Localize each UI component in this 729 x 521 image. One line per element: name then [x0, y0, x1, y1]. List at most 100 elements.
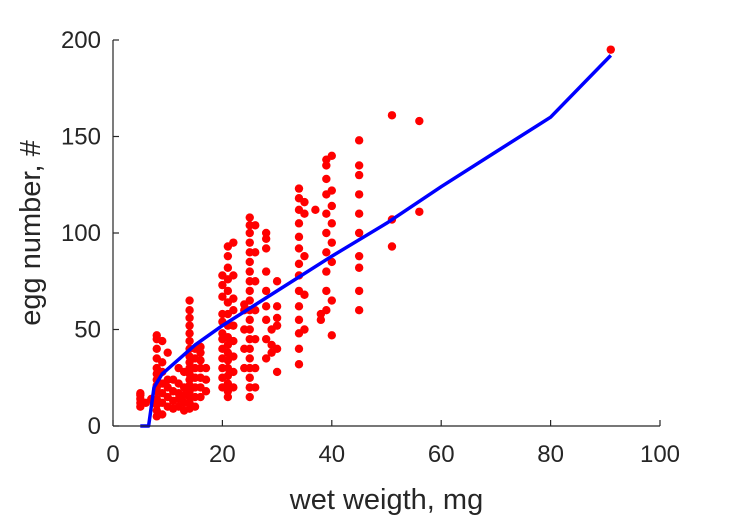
data-point: [223, 251, 233, 261]
data-point: [163, 348, 172, 357]
data-point: [294, 184, 304, 193]
data-point: [201, 387, 211, 396]
data-point: [261, 286, 271, 296]
data-point: [261, 302, 271, 311]
y-tick-label: 200: [61, 27, 101, 54]
data-point: [322, 267, 331, 276]
data-point: [322, 209, 331, 218]
data-point: [272, 344, 282, 353]
data-point: [316, 315, 326, 325]
data-point: [272, 313, 282, 323]
data-point: [185, 329, 194, 338]
data-point: [294, 219, 304, 228]
data-point: [185, 313, 194, 323]
data-point: [272, 321, 282, 330]
data-point: [223, 263, 233, 272]
data-point: [229, 352, 238, 361]
data-point: [185, 336, 194, 346]
data-point: [196, 342, 205, 352]
data-point: [245, 392, 254, 402]
data-point: [327, 296, 336, 305]
data-point: [294, 302, 304, 311]
data-point: [387, 111, 397, 120]
data-point: [261, 228, 271, 238]
data-point: [272, 302, 282, 311]
data-point: [245, 228, 254, 238]
data-point: [190, 402, 200, 411]
data-point: [354, 251, 364, 261]
data-point: [152, 331, 161, 340]
scatter-points: [136, 45, 615, 421]
data-point: [201, 375, 211, 384]
data-point: [218, 280, 227, 290]
data-point: [245, 238, 254, 247]
data-point: [251, 383, 260, 392]
data-point: [354, 170, 364, 180]
data-point: [354, 161, 364, 170]
data-point: [322, 248, 331, 257]
data-point: [261, 315, 271, 325]
data-point: [322, 174, 331, 184]
data-point: [229, 321, 238, 330]
x-tick-label: 80: [537, 441, 564, 468]
data-point: [229, 383, 238, 392]
data-point: [196, 356, 205, 365]
y-tick-label: 100: [61, 220, 101, 247]
data-point: [223, 392, 233, 402]
data-point: [354, 209, 364, 218]
data-point: [322, 286, 331, 296]
data-point: [245, 344, 254, 353]
data-point: [185, 306, 194, 315]
data-point: [294, 315, 304, 325]
data-point: [201, 363, 211, 373]
data-point: [196, 348, 205, 357]
data-point: [354, 286, 364, 296]
data-point: [136, 388, 145, 398]
data-point: [261, 334, 271, 344]
data-point: [387, 242, 397, 251]
data-point: [245, 373, 254, 382]
data-point: [354, 228, 364, 238]
data-point: [294, 244, 304, 253]
data-point: [272, 277, 282, 286]
y-tick-label: 50: [74, 317, 101, 344]
data-point: [229, 238, 238, 247]
fit-line: [140, 54, 613, 428]
y-tick-label: 150: [61, 124, 101, 151]
data-point: [245, 296, 254, 305]
data-point: [229, 336, 238, 346]
data-point: [223, 286, 233, 296]
data-point: [229, 367, 238, 377]
data-point: [322, 228, 331, 238]
data-point: [245, 257, 254, 267]
data-point: [606, 45, 615, 54]
data-point: [196, 392, 205, 402]
data-point: [245, 213, 254, 222]
data-point: [245, 267, 254, 276]
data-point: [218, 292, 227, 301]
data-point: [251, 221, 260, 230]
data-point: [354, 190, 364, 199]
data-point: [245, 286, 254, 296]
data-point: [354, 136, 364, 145]
data-point: [261, 244, 271, 253]
data-point: [300, 251, 309, 261]
data-point: [300, 197, 309, 207]
data-point: [354, 263, 364, 272]
data-point: [327, 151, 336, 160]
y-axis-label: egg number, #: [15, 140, 47, 325]
data-point: [229, 294, 238, 303]
x-tick-label: 20: [209, 441, 236, 468]
data-point: [311, 205, 320, 215]
data-point: [294, 232, 304, 242]
x-axis-ticks: 0 20 40 60 80 100: [106, 420, 680, 468]
data-point: [251, 248, 260, 257]
data-point: [272, 367, 282, 377]
data-point: [261, 234, 271, 243]
x-tick-label: 100: [640, 441, 680, 468]
data-point: [327, 219, 336, 228]
x-tick-label: 40: [318, 441, 345, 468]
data-point: [158, 358, 167, 367]
data-point: [251, 334, 260, 344]
